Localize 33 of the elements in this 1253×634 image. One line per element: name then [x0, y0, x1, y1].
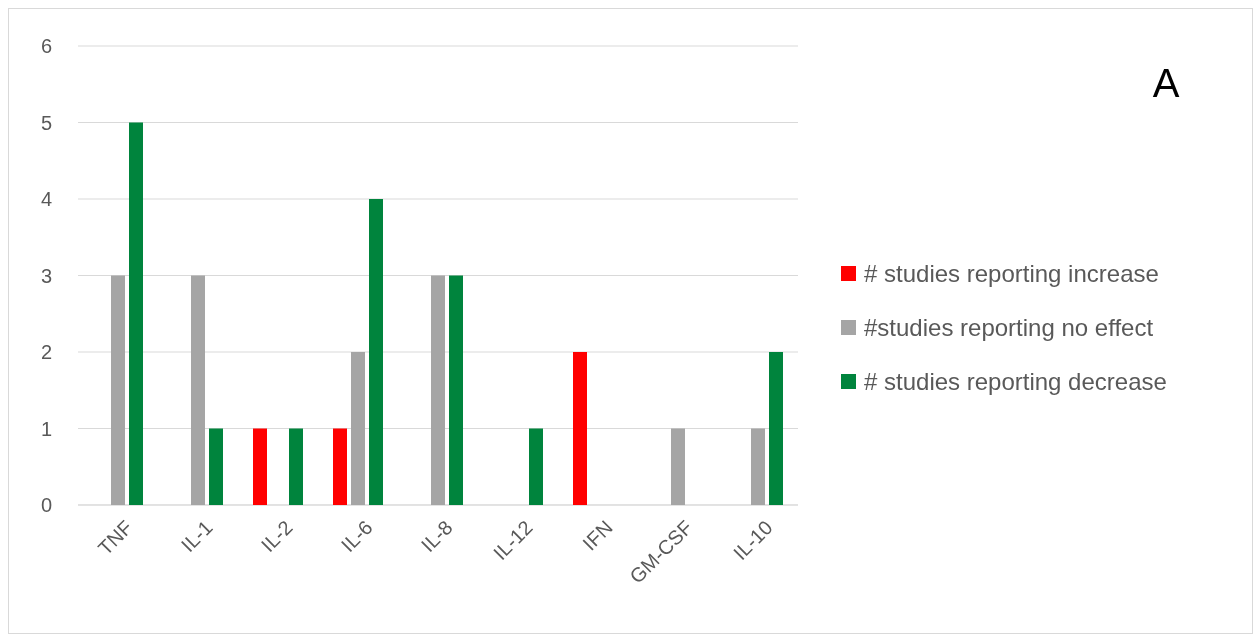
y-tick-label: 4 [40, 188, 52, 210]
legend-label: #studies reporting no effect [864, 314, 1154, 342]
y-tick-label: 6 [40, 35, 52, 57]
x-tick-label: IL-6 [336, 516, 377, 557]
x-tick-label: TNF [93, 516, 137, 560]
y-tick-label: 0 [40, 494, 52, 516]
text: A [1152, 61, 1180, 105]
bar [289, 428, 303, 505]
bar [129, 122, 143, 505]
bar [769, 352, 783, 505]
y-tick-label: 2 [40, 341, 52, 363]
x-tick-label: IL-8 [416, 516, 457, 557]
bar [253, 428, 267, 505]
x-tick-label: IL-1 [176, 516, 217, 557]
x-tick-label: IFN [578, 516, 617, 555]
y-tick-label: 5 [40, 111, 52, 134]
x-tick-label: IL-2 [256, 516, 297, 557]
bar [671, 428, 685, 505]
bar [529, 428, 543, 505]
y-tick-label: 3 [40, 264, 52, 287]
bar [431, 275, 445, 505]
bar [449, 275, 463, 505]
bar [333, 428, 347, 505]
bar [573, 352, 587, 505]
bar [751, 428, 765, 505]
y-tick-label: 1 [40, 417, 52, 440]
bar [351, 352, 365, 505]
bar [191, 275, 205, 505]
legend-label: # studies reporting decrease [864, 368, 1167, 396]
bar [369, 199, 383, 505]
legend-label: # studies reporting increase [864, 260, 1159, 288]
bar [209, 428, 223, 505]
bar [111, 275, 125, 505]
